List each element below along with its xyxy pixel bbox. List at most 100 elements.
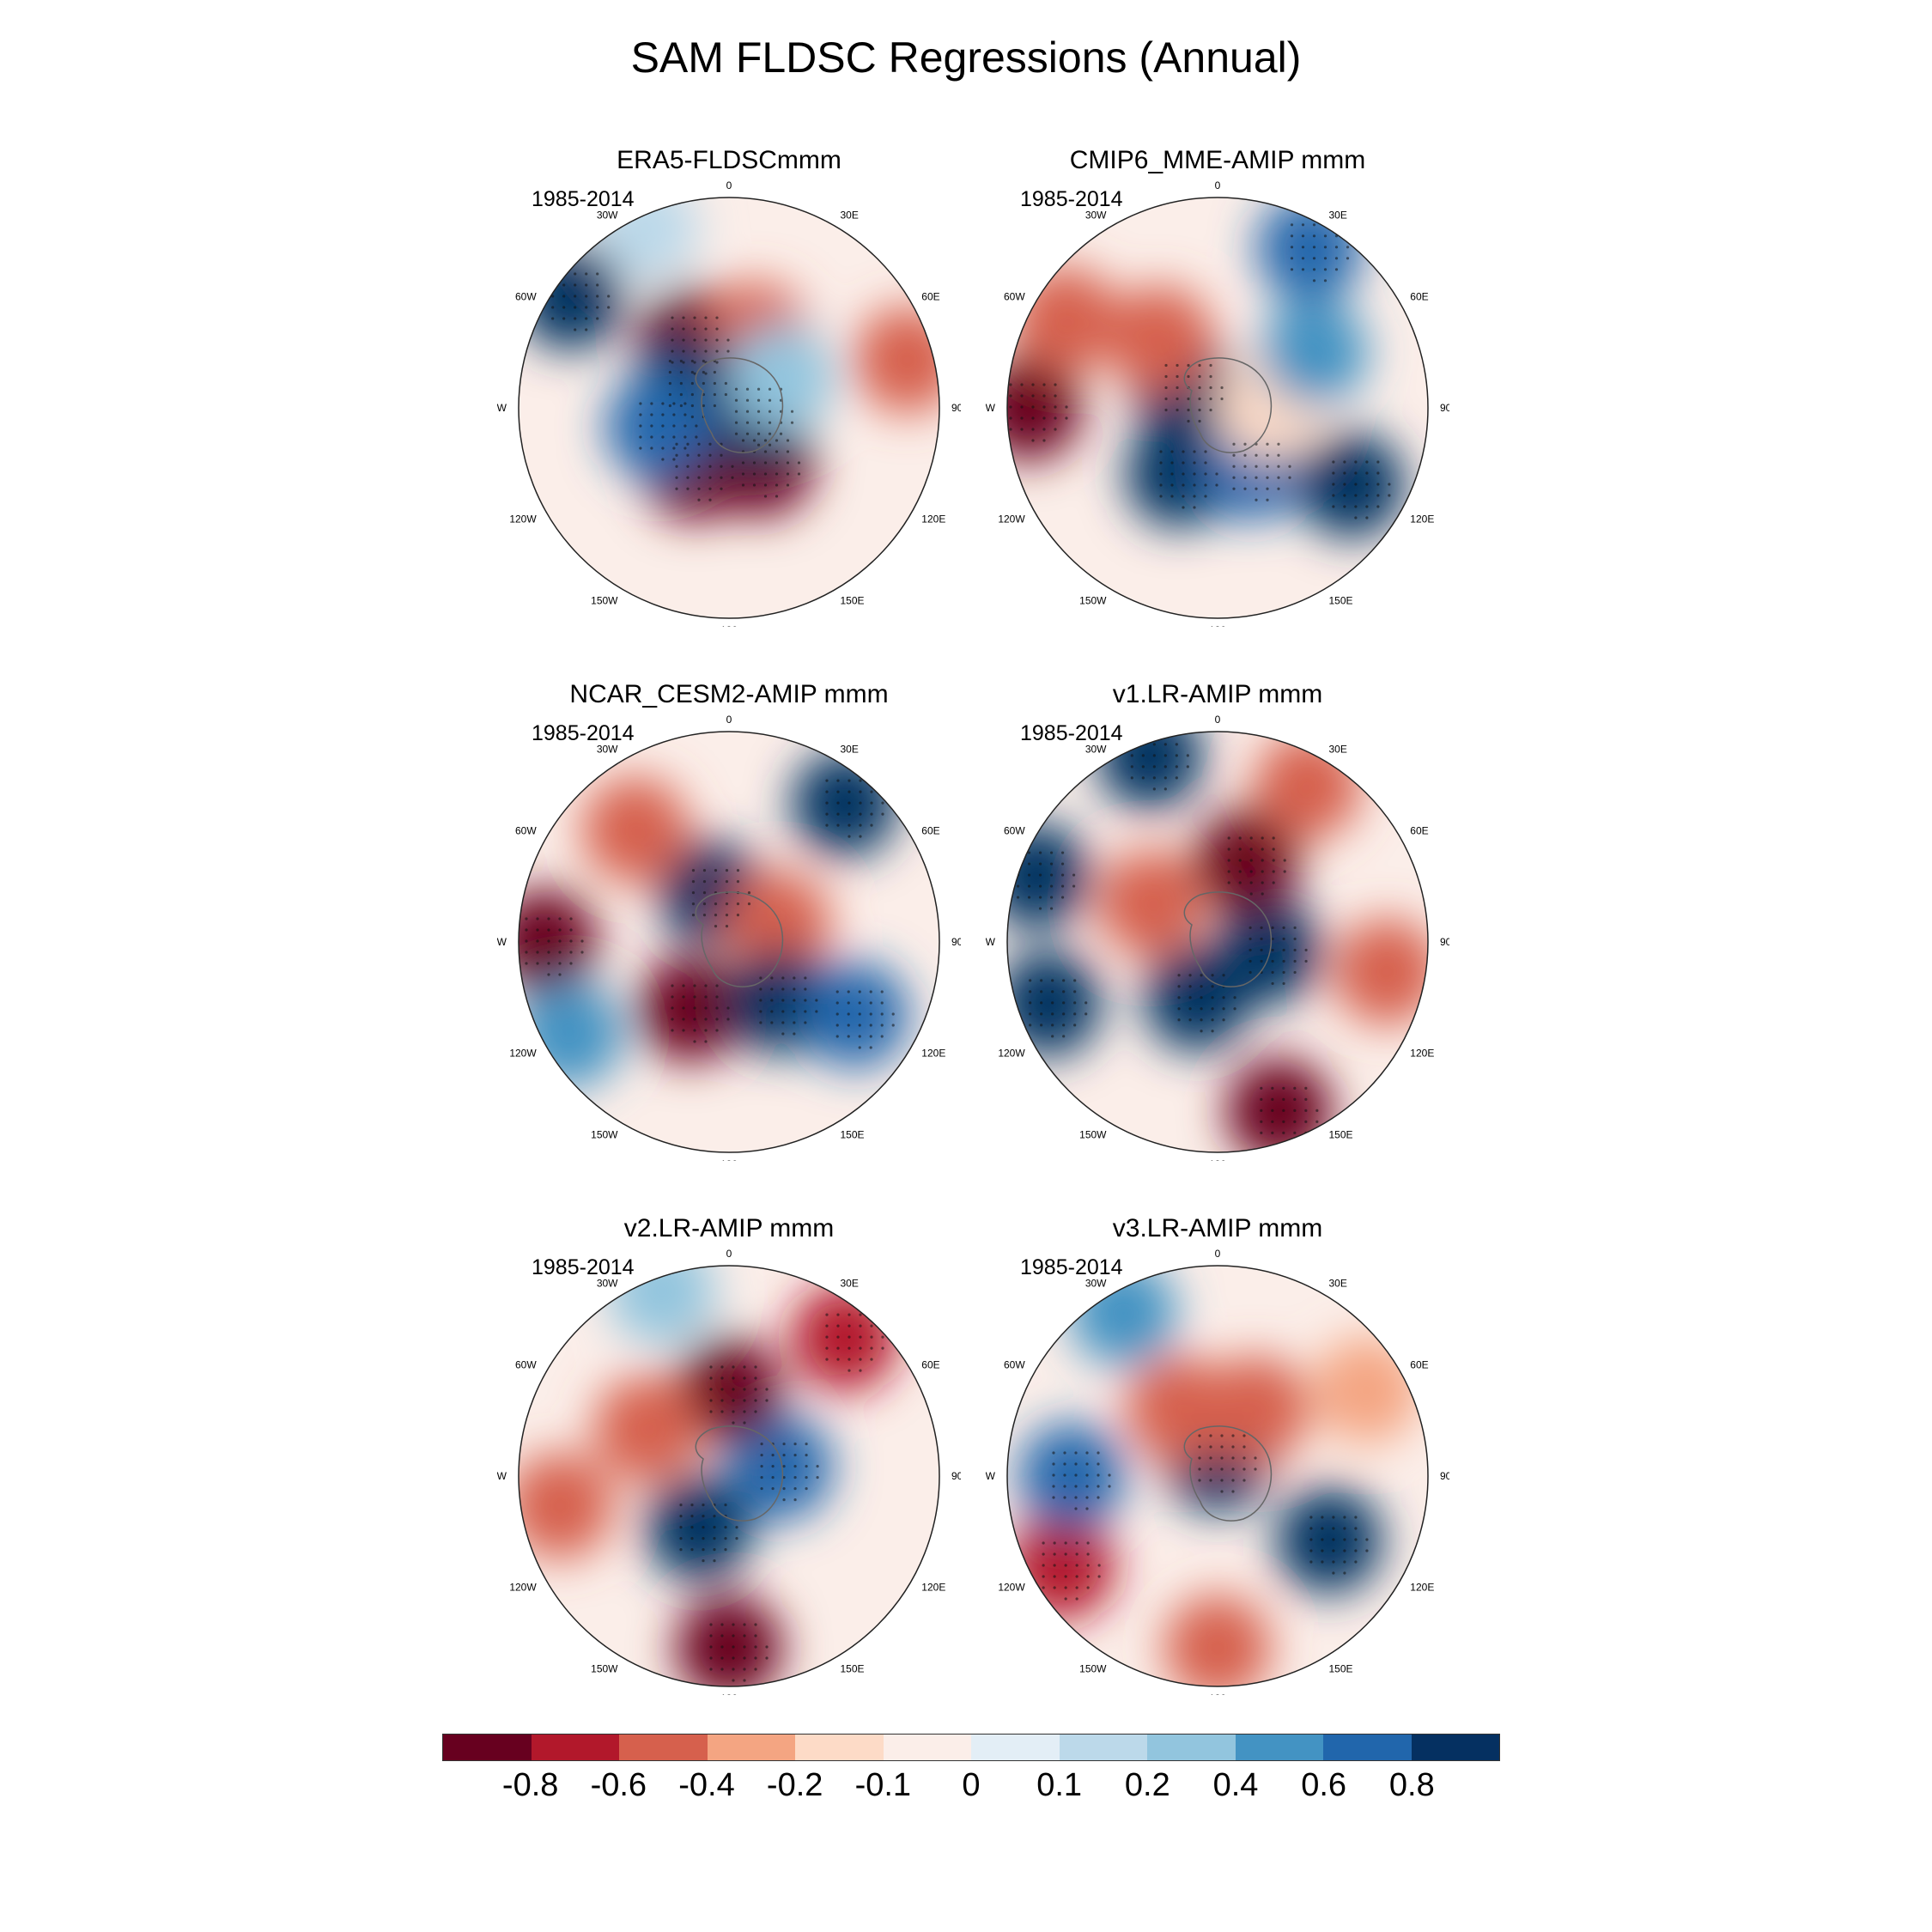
significance-dot: [1159, 495, 1163, 498]
significance-dot: [693, 1018, 696, 1021]
significance-dot: [881, 801, 884, 805]
anomaly-region: [1215, 897, 1322, 1005]
significance-dot: [725, 880, 729, 884]
significance-dot: [847, 1001, 850, 1005]
significance-dot: [1242, 1456, 1246, 1460]
significance-dot: [693, 338, 696, 342]
significance-dot: [1365, 1538, 1369, 1541]
significance-dot: [686, 487, 690, 490]
colorbar-swatch: [883, 1735, 971, 1760]
significance-dot: [770, 987, 774, 991]
significance-dot: [1049, 862, 1054, 866]
significance-dot: [551, 283, 555, 287]
significance-dot: [770, 976, 774, 980]
significance-dot: [1031, 439, 1035, 442]
significance-dot: [1097, 1575, 1101, 1578]
map-panel-v2-lr: v2.LR-AMIP mmm 1985-2014 0 30E 60E 90E 120E 1…: [497, 1214, 961, 1695]
significance-dot: [1049, 873, 1054, 877]
significance-dot: [693, 361, 696, 364]
significance-dot: [672, 424, 676, 428]
significance-dot: [683, 435, 687, 439]
significance-dot: [1232, 453, 1236, 457]
significance-dot: [715, 338, 719, 342]
significance-dot: [1198, 1467, 1201, 1471]
significance-dot: [574, 328, 577, 331]
significance-dot: [1323, 246, 1327, 249]
longitude-label: 90E: [951, 402, 961, 414]
significance-dot: [1301, 223, 1305, 227]
significance-dot: [690, 1504, 694, 1507]
significance-dot: [679, 404, 683, 408]
significance-dot: [525, 939, 528, 943]
significance-dot: [1323, 223, 1327, 227]
anomaly-region: [605, 373, 712, 480]
significance-dot: [715, 361, 719, 364]
significance-dot: [720, 1410, 724, 1413]
significance-dot: [726, 1018, 730, 1021]
significance-dot: [1064, 1541, 1067, 1545]
significance-dot: [759, 976, 762, 980]
significance-dot: [1163, 732, 1167, 735]
significance-dot: [848, 1369, 851, 1372]
significance-dot: [880, 1024, 884, 1027]
significance-dot: [1052, 1496, 1055, 1499]
longitude-label: 120E: [921, 1048, 945, 1060]
significance-dot: [1293, 1142, 1297, 1145]
significance-dot: [715, 995, 719, 999]
significance-dot: [536, 939, 539, 943]
significance-dot: [782, 1498, 786, 1502]
significance-dot: [870, 1324, 873, 1327]
significance-dot: [869, 1001, 872, 1005]
significance-dot: [734, 432, 738, 435]
anomaly-region: [854, 307, 939, 414]
significance-dot: [691, 902, 696, 906]
significance-dot: [1198, 408, 1201, 412]
colorbar-tick-label: -0.4: [678, 1767, 735, 1803]
significance-dot: [1038, 896, 1042, 899]
significance-dot: [781, 987, 785, 991]
significance-dot: [697, 465, 701, 468]
significance-dot: [724, 1504, 727, 1507]
colorbar-swatch: [443, 1735, 532, 1760]
significance-dot: [756, 410, 761, 413]
significance-dot: [1290, 223, 1294, 227]
anomaly-region: [727, 325, 835, 431]
significance-dot: [781, 999, 785, 1002]
significance-dot: [682, 1029, 685, 1032]
significance-dot: [1075, 1586, 1078, 1589]
significance-dot: [1293, 970, 1297, 975]
significance-dot: [1277, 487, 1280, 490]
significance-dot: [1222, 996, 1225, 999]
significance-dot: [702, 1526, 705, 1529]
significance-dot: [720, 1399, 724, 1402]
significance-dot: [870, 1346, 873, 1350]
longitude-label: 60E: [1410, 291, 1428, 303]
significance-dot: [675, 487, 678, 490]
significance-dot: [836, 779, 840, 782]
anomaly-region: [676, 1595, 782, 1686]
anomaly-region: [1012, 266, 1119, 374]
significance-dot: [1249, 881, 1253, 884]
longitude-label: 30W: [1085, 210, 1107, 222]
significance-dot: [724, 1548, 727, 1552]
significance-dot: [547, 973, 550, 976]
significance-dot: [1277, 453, 1280, 457]
significance-dot: [1152, 732, 1156, 735]
longitude-label: 150W: [591, 594, 618, 606]
significance-dot: [726, 349, 730, 353]
significance-dot: [679, 381, 683, 386]
significance-dot: [880, 1035, 884, 1038]
significance-dot: [1312, 246, 1316, 249]
significance-dot: [1108, 1473, 1111, 1477]
significance-dot: [1053, 1586, 1056, 1589]
significance-dot: [1016, 851, 1020, 854]
significance-dot: [1323, 234, 1327, 238]
significance-dot: [793, 1010, 796, 1013]
significance-dot: [1293, 1086, 1297, 1090]
longitude-label: 60W: [1004, 1359, 1025, 1371]
significance-dot: [1141, 732, 1145, 735]
significance-dot: [1182, 472, 1185, 476]
significance-dot: [693, 372, 696, 375]
significance-dot: [724, 381, 727, 386]
significance-dot: [743, 1399, 746, 1402]
